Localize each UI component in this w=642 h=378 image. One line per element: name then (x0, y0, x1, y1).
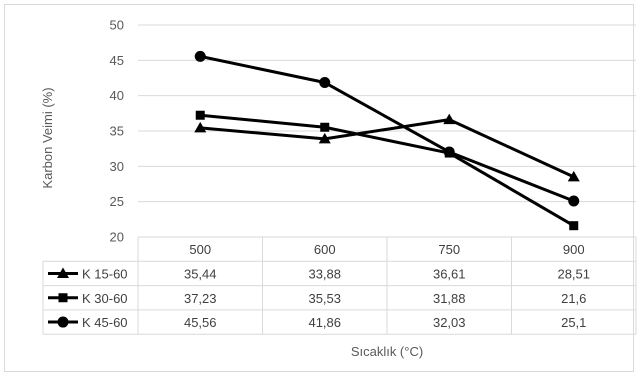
chart-area (4, 4, 634, 372)
series-line (200, 118, 575, 179)
data-point (319, 77, 331, 89)
y-tick-label: 30 (110, 159, 124, 174)
data-point (443, 113, 456, 125)
data-point (194, 50, 206, 62)
y-tick-label: 50 (110, 18, 124, 33)
data-label: 32,03 (433, 315, 466, 330)
y-tick-label: 20 (110, 230, 124, 245)
data-point (195, 110, 205, 120)
y-axis-ticks: 20 25 30 35 40 45 50 (110, 18, 124, 245)
y-axis-title: Karbon Veimi (%) (40, 87, 55, 188)
y-tick-label: 40 (110, 88, 124, 103)
data-point (569, 221, 579, 231)
x-tick-label: 600 (314, 242, 336, 257)
data-point (194, 121, 207, 133)
y-tick-label: 45 (110, 53, 124, 68)
data-label: 33,88 (308, 266, 341, 281)
series-line (199, 54, 575, 203)
legend-key-marker (57, 267, 69, 278)
legend-label: K 15-60 (82, 266, 128, 281)
data-label: 45,56 (184, 315, 217, 330)
y-tick-label: 25 (110, 194, 124, 209)
x-tick-label: 900 (563, 242, 585, 257)
x-axis-title: Sıcaklık (°C) (351, 344, 423, 359)
data-label: 21,6 (561, 291, 586, 306)
data-table: 500 600 750 900 K 15-60 35,44 33,88 36,61 28,51 K… (42, 236, 637, 335)
series-line (200, 113, 575, 227)
series-lines (194, 50, 580, 231)
data-label: 37,23 (184, 291, 217, 306)
x-tick-label: 500 (189, 242, 211, 257)
y-tick-label: 35 (110, 124, 124, 139)
data-point (568, 195, 580, 207)
data-label: 41,86 (308, 315, 341, 330)
data-point (320, 122, 330, 132)
data-point (443, 146, 455, 158)
data-label: 28,51 (557, 266, 590, 281)
legend-label: K 45-60 (82, 315, 128, 330)
data-label: 36,61 (433, 266, 466, 281)
data-point (318, 132, 331, 144)
legend-label: K 30-60 (82, 291, 128, 306)
data-point (567, 170, 580, 182)
data-label: 35,44 (184, 266, 217, 281)
x-tick-label: 750 (438, 242, 460, 257)
legend-key-marker (58, 293, 68, 303)
legend-key-marker (57, 316, 69, 328)
gridlines (138, 24, 636, 203)
data-label: 25,1 (561, 315, 586, 330)
data-label: 35,53 (308, 291, 341, 306)
data-label: 31,88 (433, 291, 466, 306)
